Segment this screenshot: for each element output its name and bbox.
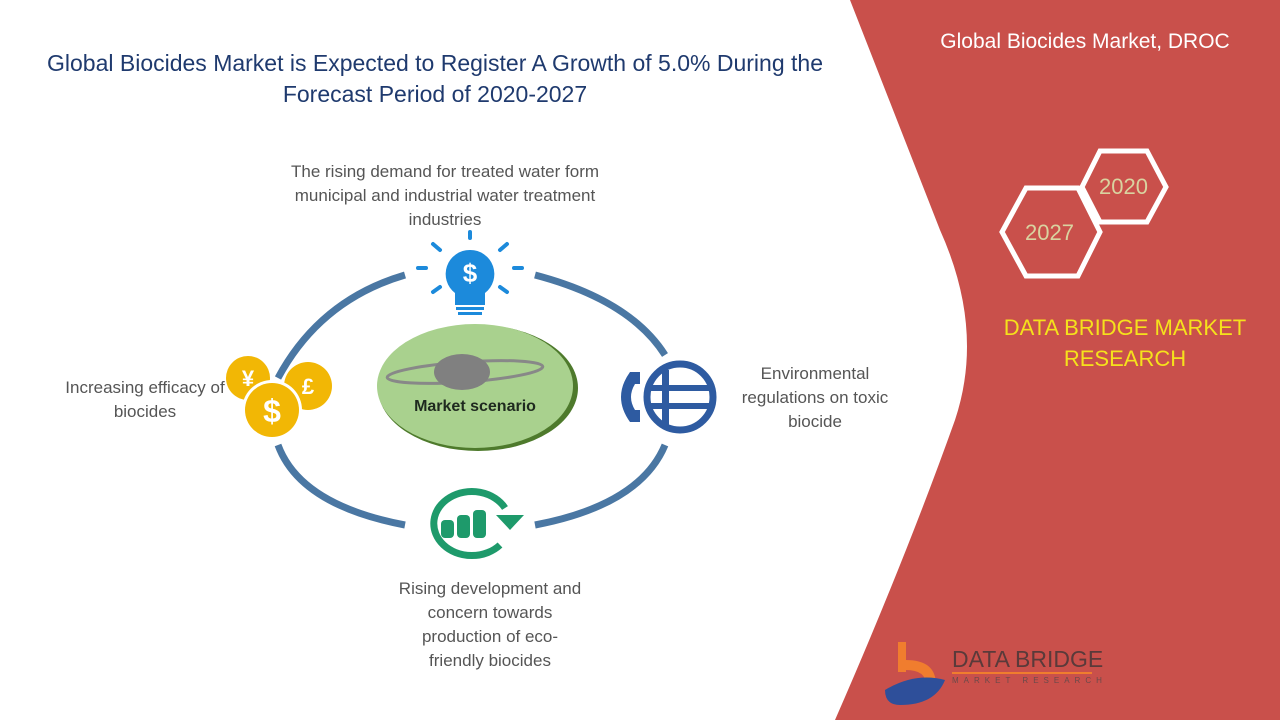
svg-text:$: $	[463, 258, 478, 288]
hexagon-2027	[999, 185, 1103, 279]
hexagon-2020	[1079, 148, 1169, 225]
growth-chart-icon	[430, 488, 524, 560]
panel-title: Global Biocides Market, DROC	[940, 30, 1230, 53]
driver-right-text: Environmental regulations on toxic bioci…	[741, 364, 889, 431]
driver-left-text: Increasing efficacy of biocides	[65, 378, 225, 421]
page-title: Global Biocides Market is Expected to Re…	[47, 50, 823, 107]
brand-name: DATA BRIDGE MARKET RESEARCH	[1003, 315, 1247, 371]
planet-icon	[385, 354, 545, 390]
currency-coins-icon: ¥ £ $	[226, 356, 332, 440]
year-2027-label: 2027	[1025, 220, 1074, 245]
logo-title: DATA BRIDGE	[952, 646, 1104, 672]
cycle-ring	[274, 271, 669, 529]
lightbulb-dollar-icon: $	[416, 230, 524, 315]
svg-text:$: $	[263, 393, 281, 429]
driver-bottom-text: Rising development and concern towards p…	[398, 579, 582, 670]
logo-subtitle: MARKET RESEARCH	[952, 676, 1107, 685]
driver-top-text: The rising demand for treated water form…	[290, 162, 600, 229]
red-side-panel	[835, 0, 1280, 720]
center-label: Market scenario	[414, 398, 536, 415]
svg-text:¥: ¥	[242, 366, 255, 391]
data-bridge-logo	[885, 642, 1092, 705]
globe-phone-icon	[621, 360, 717, 434]
year-2020-label: 2020	[1099, 174, 1148, 199]
svg-text:£: £	[302, 374, 315, 399]
